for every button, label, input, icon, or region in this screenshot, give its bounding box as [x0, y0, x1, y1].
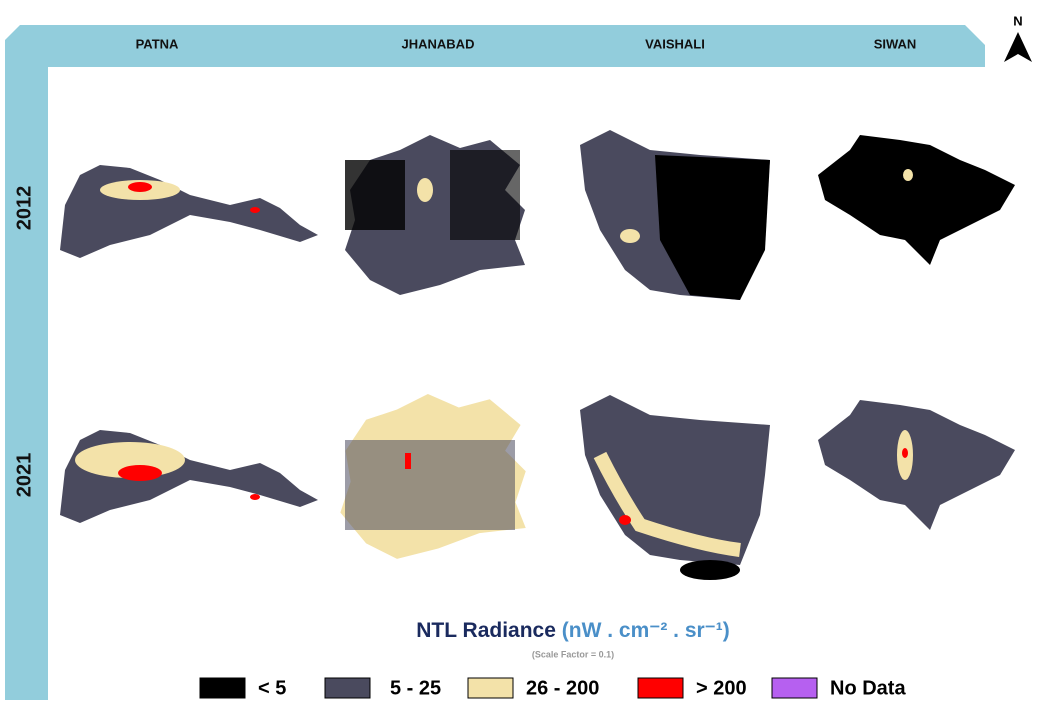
legend-swatch — [199, 677, 246, 699]
legend-swatch — [637, 677, 684, 699]
legend-title: NTL Radiance — [416, 619, 556, 642]
legend-swatch — [467, 677, 514, 699]
column-header: PATNA — [136, 36, 179, 51]
legend-label: < 5 — [258, 677, 286, 699]
legend-label: > 200 — [696, 677, 747, 699]
column-header: SIWAN — [874, 36, 917, 51]
frame-band — [5, 25, 985, 700]
frame-band — [25, 67, 48, 700]
row-label: 2021 — [13, 453, 35, 498]
scale-note: (Scale Factor = 0.1) — [532, 649, 614, 659]
legend: < 5 5 - 25 26 - 200 > 200 No Data — [199, 677, 906, 699]
legend-swatch — [324, 677, 371, 699]
legend-label: 5 - 25 — [390, 677, 441, 699]
north-label: N — [1013, 13, 1022, 28]
legend-swatch — [771, 677, 818, 699]
maps-2012 — [60, 130, 1015, 300]
maps-2021 — [60, 394, 1015, 580]
column-header: VAISHALI — [645, 36, 705, 51]
legend-heading: NTL Radiance (nW . cm⁻² . sr⁻¹) — [416, 619, 730, 642]
legend-label: No Data — [830, 677, 906, 699]
north-arrow — [1004, 32, 1032, 62]
row-label: 2012 — [13, 186, 35, 231]
column-header: JHANABAD — [402, 36, 475, 51]
legend-label: 26 - 200 — [526, 677, 599, 699]
legend-unit: (nW . cm⁻² . sr⁻¹) — [562, 619, 730, 642]
